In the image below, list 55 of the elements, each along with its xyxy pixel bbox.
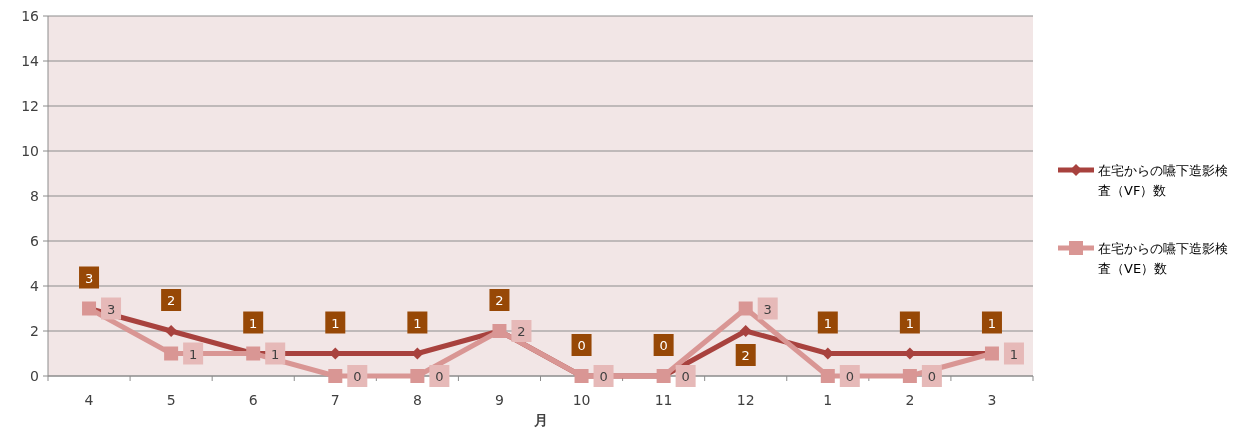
y-tick-label: 10 — [21, 143, 39, 159]
data-label: 1 — [271, 346, 280, 362]
y-tick-label: 12 — [21, 98, 39, 114]
y-tick-label: 4 — [30, 278, 40, 294]
data-label: 3 — [106, 301, 116, 317]
y-tick-label: 6 — [30, 233, 40, 249]
data-label: 1 — [1009, 346, 1019, 362]
data-label: 2 — [741, 348, 750, 363]
y-tick-label: 16 — [21, 8, 40, 24]
x-tick-label: 1 — [823, 392, 833, 408]
point — [410, 369, 425, 383]
data-label: 1 — [987, 315, 997, 331]
x-axis-title: 月 — [532, 412, 548, 428]
data-label: 3 — [84, 270, 94, 286]
x-tick-label: 6 — [248, 392, 258, 408]
x-tick-label: 8 — [412, 392, 422, 408]
x-tick-label: 12 — [736, 392, 755, 408]
data-label: 1 — [331, 315, 340, 331]
x-tick-label: 2 — [905, 392, 915, 408]
data-label: 2 — [166, 293, 176, 308]
data-label: 0 — [435, 369, 444, 384]
data-label: 1 — [249, 315, 258, 331]
x-tick-label: 3 — [987, 392, 997, 408]
data-label: 0 — [845, 369, 854, 384]
data-label: 3 — [763, 301, 772, 317]
point — [738, 301, 753, 316]
data-label: 0 — [681, 369, 690, 384]
data-label: 2 — [517, 324, 526, 339]
point — [328, 369, 343, 383]
data-label: 0 — [353, 369, 362, 384]
x-tick-label: 9 — [495, 392, 504, 408]
data-label: 0 — [927, 369, 937, 384]
data-label: 1 — [188, 346, 198, 362]
data-label: 2 — [495, 293, 504, 308]
point — [739, 325, 752, 337]
data-label: 1 — [905, 315, 915, 331]
data-label: 0 — [599, 369, 608, 384]
y-tick-label: 2 — [30, 323, 39, 339]
y-tick-label: 8 — [30, 188, 39, 204]
x-tick-label: 5 — [166, 392, 176, 408]
y-tick-label: 0 — [30, 368, 39, 384]
y-tick-label: 14 — [21, 53, 40, 69]
x-tick-label: 11 — [654, 392, 673, 408]
point — [820, 369, 835, 383]
data-label: 0 — [577, 338, 586, 353]
data-label: 1 — [413, 315, 422, 331]
point — [902, 369, 917, 383]
x-tick-label: 4 — [84, 392, 94, 408]
legend-label: 在宅からの嚥下造影検査（VF）数 — [1098, 163, 1228, 198]
legend-label: 在宅からの嚥下造影検査（VE）数 — [1098, 241, 1228, 276]
x-tick-label: 7 — [330, 392, 340, 408]
data-label: 1 — [823, 315, 832, 331]
point — [164, 346, 179, 361]
data-label: 0 — [659, 338, 668, 353]
x-tick-label: 10 — [572, 392, 591, 408]
